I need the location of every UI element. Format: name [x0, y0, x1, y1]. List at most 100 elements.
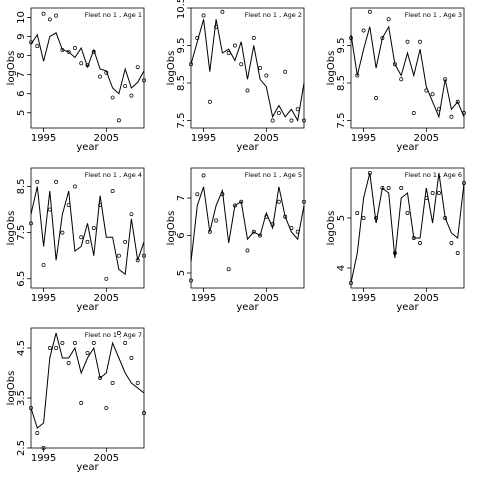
- plot-frame: [30, 7, 145, 129]
- observed-point: [349, 36, 353, 40]
- y-tick-label: 7.5: [336, 113, 347, 129]
- observed-point: [386, 17, 391, 22]
- observed-point: [201, 173, 206, 178]
- observed-point: [367, 171, 372, 175]
- panel-title: Fleet no 1 , Age 3: [405, 11, 462, 19]
- y-axis-label: logObs: [6, 211, 17, 246]
- observed-point: [142, 411, 146, 415]
- observed-point: [54, 13, 59, 18]
- x-tick-label: 1995: [351, 133, 376, 144]
- observed-point: [98, 376, 103, 380]
- observed-point: [66, 49, 71, 54]
- observed-point: [85, 63, 90, 68]
- x-axis-label: year: [396, 302, 419, 313]
- observed-point: [91, 226, 96, 230]
- observed-point: [104, 70, 109, 75]
- observed-point: [264, 73, 269, 78]
- plot-frame: [190, 7, 305, 129]
- observed-point: [29, 221, 33, 226]
- observed-point: [302, 199, 306, 204]
- observed-point: [110, 381, 115, 385]
- panel-age-4: Fleet no 1 , Age 4 1995 2005 6.5 7.5 8.5 year l…: [6, 167, 146, 313]
- y-tick-label: 9: [16, 33, 27, 39]
- observed-point: [405, 39, 410, 44]
- y-tick-label: 5: [16, 110, 27, 116]
- y-tick-label: 8.5: [16, 179, 27, 195]
- y-axis-label: logObs: [166, 51, 177, 86]
- observed-point: [270, 118, 275, 123]
- observed-point: [430, 191, 435, 195]
- x-tick-label: 2005: [254, 133, 279, 144]
- observed-point: [283, 69, 288, 74]
- observed-point: [251, 229, 256, 234]
- x-tick-label: 2005: [94, 133, 119, 144]
- plot-frame: [190, 167, 305, 289]
- observed-point: [129, 212, 134, 217]
- observed-point: [104, 276, 109, 281]
- observed-point: [443, 77, 448, 82]
- observed-point: [455, 251, 460, 255]
- x-axis-label: year: [76, 462, 99, 473]
- y-axis-label: logObs: [166, 211, 177, 246]
- observed-point: [79, 235, 84, 240]
- observed-point: [54, 346, 59, 350]
- observed-point: [424, 196, 429, 200]
- observed-point: [411, 236, 416, 240]
- observed-point: [85, 239, 90, 244]
- x-tick-label: 2005: [94, 453, 119, 464]
- observed-point: [60, 230, 65, 235]
- y-tick-label: 7: [16, 71, 27, 77]
- observed-point: [302, 118, 306, 123]
- observed-point: [220, 192, 225, 197]
- observed-point: [295, 107, 300, 112]
- observed-point: [245, 248, 250, 253]
- y-axis-label: logObs: [6, 371, 17, 406]
- panel-title: Fleet no 1 , Age 6: [405, 171, 462, 179]
- observed-point: [41, 262, 46, 267]
- observed-point: [399, 77, 404, 82]
- plot-frame: [350, 167, 465, 289]
- observed-point: [411, 111, 416, 115]
- observed-point: [251, 36, 256, 40]
- observed-point: [123, 239, 128, 244]
- observed-point: [462, 181, 466, 185]
- plot-frame: [350, 7, 465, 129]
- observed-point: [245, 88, 250, 93]
- observed-point: [72, 184, 77, 189]
- y-tick-label: 7.5: [16, 225, 27, 241]
- x-axis-label: year: [236, 142, 259, 153]
- panel-age-5: Fleet no 1 , Age 5 1995 2005 5 6 7 year logObs: [166, 167, 306, 313]
- observed-point: [135, 258, 140, 263]
- fitted-line: [350, 172, 465, 284]
- x-tick-label: 1995: [31, 453, 56, 464]
- panel-age-3: Fleet no 1 , Age 3 1995 2005 7.5 8.5 9.5 year l…: [326, 7, 466, 153]
- observed-point: [129, 356, 134, 360]
- panel-age-7: Fleet no 1 , Age 7 1995 2005 2.5 3.5 4.5 year l…: [6, 327, 146, 473]
- observed-point: [449, 114, 454, 119]
- plot-frame: [30, 327, 145, 449]
- x-tick-label: 2005: [414, 293, 439, 304]
- panel-title: Fleet no 1 , Age 1: [85, 11, 142, 19]
- observed-point: [276, 199, 281, 204]
- y-tick-label: 2.5: [16, 440, 27, 456]
- observed-point: [142, 78, 146, 83]
- observed-point: [392, 62, 397, 67]
- observed-point: [374, 216, 379, 220]
- observed-point: [66, 202, 71, 207]
- observed-point: [104, 406, 109, 410]
- observed-point: [135, 65, 140, 69]
- observed-point: [35, 179, 40, 184]
- observed-point: [430, 92, 435, 97]
- observed-point: [110, 95, 115, 100]
- observed-point: [418, 241, 423, 245]
- panel-age-2: Fleet no 1 , Age 2 1995 2005 7.5 8.5 9.5 10.5 y…: [166, 0, 306, 153]
- observed-point: [418, 39, 423, 44]
- observed-point: [239, 62, 244, 67]
- fitted-line: [190, 19, 305, 122]
- y-tick-label: 9.5: [176, 38, 187, 54]
- y-tick-label: 6.5: [16, 271, 27, 287]
- observed-point: [79, 61, 84, 66]
- fitted-line: [190, 186, 305, 262]
- observed-point: [98, 202, 103, 207]
- observed-point: [436, 191, 441, 195]
